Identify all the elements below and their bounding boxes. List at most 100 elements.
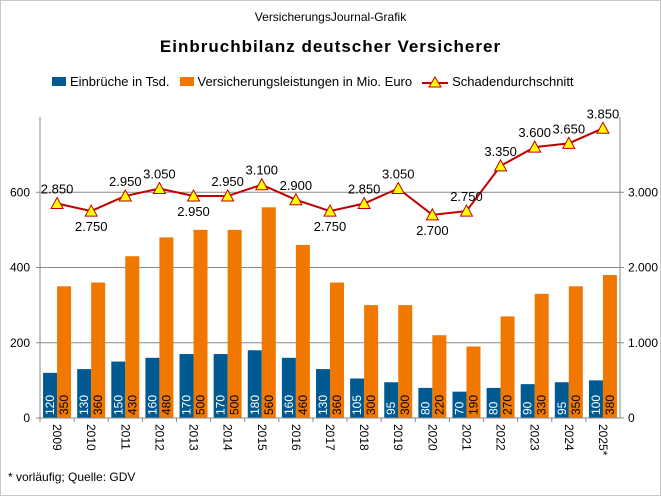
bar-leistungen xyxy=(159,237,174,418)
bar-label-einbrueche: 105 xyxy=(350,395,364,415)
bar-einbrueche xyxy=(520,384,535,418)
bar-label-leistungen: 300 xyxy=(398,395,412,415)
line-data-label: 2.750 xyxy=(75,219,108,234)
bar-label-leistungen: 500 xyxy=(194,395,208,415)
x-tick-label: 2015 xyxy=(255,424,269,451)
bar-label-einbrueche: 80 xyxy=(418,401,432,415)
bar-label-einbrueche: 70 xyxy=(452,401,466,415)
bar-einbrueche xyxy=(486,387,501,418)
bar-label-einbrueche: 170 xyxy=(180,395,194,415)
line-marker xyxy=(425,207,440,221)
bar-label-leistungen: 480 xyxy=(159,395,173,415)
chart-title: Einbruchbilanz deutscher Versicherer xyxy=(159,37,502,56)
line-marker xyxy=(289,192,303,206)
bar-leistungen xyxy=(364,305,379,418)
line-marker xyxy=(50,196,64,210)
bar-leistungen xyxy=(57,286,72,418)
x-tick-label: 2025* xyxy=(596,424,610,456)
bar-einbrueche xyxy=(43,372,58,418)
line-data-label: 3.850 xyxy=(587,106,620,121)
bar-label-einbrueche: 95 xyxy=(555,401,569,415)
line-marker xyxy=(152,181,167,194)
legend-swatch-blue xyxy=(52,77,66,86)
line-data-label: 3.050 xyxy=(143,166,176,181)
right-tick-label: 0 xyxy=(628,411,635,425)
bar-einbrueche xyxy=(384,382,399,418)
line-marker xyxy=(596,121,610,134)
bar-label-einbrueche: 120 xyxy=(43,395,57,415)
line-marker xyxy=(118,188,133,202)
bar-label-einbrueche: 150 xyxy=(111,395,125,415)
legend-label: Einbrüche in Tsd. xyxy=(70,74,170,89)
line-marker xyxy=(561,136,576,149)
x-tick-label: 2021 xyxy=(459,424,473,451)
bar-leistungen xyxy=(500,316,515,418)
bar-einbrueche xyxy=(452,391,467,418)
x-tick-label: 2020 xyxy=(425,424,439,451)
bar-einbrueche xyxy=(77,369,92,418)
line-marker xyxy=(459,204,474,217)
x-tick-label: 2024 xyxy=(562,424,576,451)
line-data-label: 2.950 xyxy=(177,204,210,219)
x-tick-label: 2016 xyxy=(289,424,303,451)
bar-label-leistungen: 360 xyxy=(91,395,105,415)
line-data-label: 2.850 xyxy=(348,182,381,197)
x-tick-label: 2012 xyxy=(152,424,166,451)
bar-label-einbrueche: 160 xyxy=(145,395,159,415)
bar-einbrueche xyxy=(145,357,160,418)
legend-label: Schadendurchschnitt xyxy=(452,74,574,89)
line-data-label: 3.650 xyxy=(553,121,586,136)
left-tick-label: 0 xyxy=(23,411,30,425)
line-data-label: 3.050 xyxy=(382,166,415,181)
bar-label-einbrueche: 100 xyxy=(589,395,603,415)
line-marker xyxy=(391,181,406,194)
left-tick-label: 600 xyxy=(10,185,30,199)
bar-einbrueche xyxy=(316,369,330,418)
bar-label-leistungen: 330 xyxy=(535,395,549,415)
x-tick-label: 2013 xyxy=(187,424,201,451)
bar-label-leistungen: 350 xyxy=(569,395,583,415)
bar-leistungen xyxy=(91,282,106,418)
bar-einbrueche xyxy=(588,380,603,418)
line-schadendurchschnitt xyxy=(56,127,604,216)
x-tick-label: 2018 xyxy=(357,424,371,451)
line-data-label: 2.750 xyxy=(314,219,347,234)
line-marker xyxy=(254,177,269,191)
bar-einbrueche xyxy=(281,357,296,418)
line-data-label: 3.600 xyxy=(518,125,551,140)
bar-leistungen xyxy=(432,335,447,418)
bar-leistungen xyxy=(466,346,481,418)
line-marker xyxy=(84,204,99,217)
bar-einbrueche xyxy=(213,354,228,418)
line-marker xyxy=(527,140,542,153)
x-tick-label: 2019 xyxy=(391,424,405,451)
legend-item-einbrueche: Einbrüche in Tsd. xyxy=(52,74,170,89)
bar-einbrueche xyxy=(111,361,126,418)
footnote: * vorläufig; Quelle: GDV xyxy=(8,470,136,484)
bar-label-einbrueche: 80 xyxy=(487,401,501,415)
bar-label-einbrueche: 130 xyxy=(316,395,330,415)
line-marker xyxy=(357,196,371,210)
x-tick-label: 2011 xyxy=(118,424,132,450)
bar-label-einbrueche: 160 xyxy=(282,395,296,415)
line-data-label: 2.700 xyxy=(416,223,449,238)
bar-leistungen xyxy=(534,293,549,418)
line-data-label: 3.100 xyxy=(245,163,278,178)
line-data-label: 2.850 xyxy=(41,182,74,197)
right-tick-label: 2.000 xyxy=(628,261,658,275)
bar-leistungen xyxy=(330,282,344,418)
legend-line-marker-icon xyxy=(422,75,449,87)
x-tick-label: 2017 xyxy=(323,424,337,451)
bar-label-leistungen: 560 xyxy=(262,395,276,415)
bar-label-leistungen: 270 xyxy=(501,395,515,415)
bar-label-leistungen: 430 xyxy=(125,395,139,415)
x-tick-label: 2023 xyxy=(528,424,542,451)
bar-label-leistungen: 190 xyxy=(466,395,480,415)
bar-leistungen xyxy=(261,207,276,418)
bar-label-leistungen: 380 xyxy=(603,395,617,415)
left-tick-label: 400 xyxy=(10,261,30,275)
legend-label: Versicherungsleistungen in Mio. Euro xyxy=(197,74,413,89)
right-tick-label: 1.000 xyxy=(628,336,658,350)
